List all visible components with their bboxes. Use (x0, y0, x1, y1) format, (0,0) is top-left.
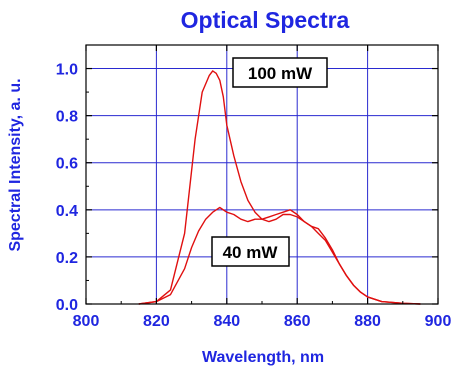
x-tick-label: 880 (354, 313, 381, 330)
ticks (85, 44, 439, 305)
x-tick-label: 900 (425, 313, 452, 330)
x-tick-label: 840 (213, 313, 240, 330)
x-tick-label: 800 (73, 313, 100, 330)
series-group (138, 70, 421, 305)
chart-title: Optical Spectra (181, 7, 350, 33)
y-tick-label: 0.4 (56, 203, 78, 220)
annotation-40mw: 40 mW (211, 236, 290, 267)
x-tick-label: 820 (143, 313, 170, 330)
x-tick-labels: 800 820 840 860 880 900 (73, 313, 452, 330)
x-axis-label: Wavelength, nm (202, 349, 324, 366)
series-line-1 (138, 70, 421, 305)
annotation-40mw-label: 40 mW (223, 243, 279, 262)
y-tick-labels: 0.0 0.2 0.4 0.6 0.8 1.0 (56, 62, 78, 314)
series-line-2 (138, 206, 421, 305)
annotation-100mw-label: 100 mW (248, 64, 313, 83)
y-axis-label: Spectral Intensity, a. u. (7, 78, 24, 251)
y-tick-label: 0.8 (56, 109, 78, 126)
y-tick-label: 1.0 (56, 62, 78, 79)
y-tick-label: 0.0 (56, 297, 78, 314)
y-tick-label: 0.6 (56, 156, 78, 173)
x-tick-label: 860 (284, 313, 311, 330)
annotation-100mw: 100 mW (232, 57, 328, 88)
y-tick-label: 0.2 (56, 250, 78, 267)
